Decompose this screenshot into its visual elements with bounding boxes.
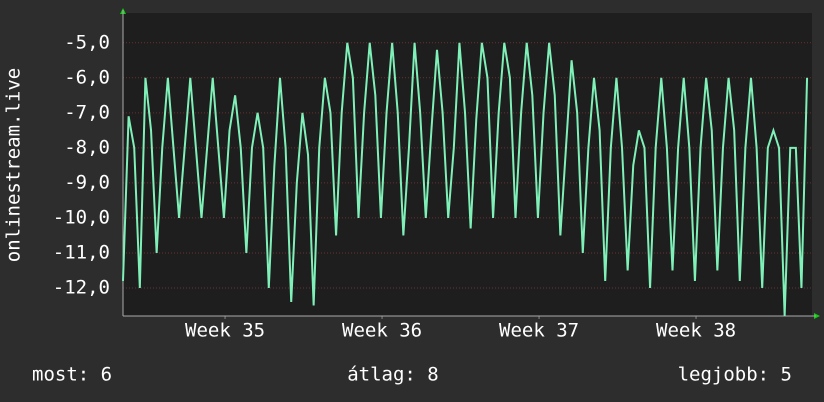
data-line xyxy=(122,42,809,317)
x-tick-label: Week 38 xyxy=(656,320,736,342)
stat-average: átlag: 8 xyxy=(347,364,439,386)
y-tick-label: -8,0 xyxy=(64,136,110,158)
y-tick-label: -9,0 xyxy=(64,171,110,193)
y-tick-label: -6,0 xyxy=(64,66,110,88)
x-tick-label: Week 35 xyxy=(185,320,265,342)
y-tick-label: -5,0 xyxy=(64,31,110,53)
x-tick-label: Week 37 xyxy=(499,320,579,342)
y-axis-label: onlinestream.live xyxy=(3,68,25,262)
y-tick-label: -7,0 xyxy=(64,101,110,123)
stat-current: most: 6 xyxy=(32,364,112,386)
y-tick-label: -12,0 xyxy=(53,276,110,298)
axis-arrow xyxy=(814,313,820,319)
x-tick-label: Week 36 xyxy=(342,320,422,342)
y-tick-label: -11,0 xyxy=(53,241,110,263)
stat-best: legjobb: 5 xyxy=(678,364,792,386)
y-tick-label: -10,0 xyxy=(53,206,110,228)
